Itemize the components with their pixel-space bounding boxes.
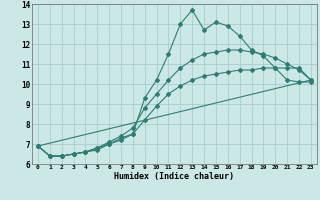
- X-axis label: Humidex (Indice chaleur): Humidex (Indice chaleur): [115, 172, 234, 181]
